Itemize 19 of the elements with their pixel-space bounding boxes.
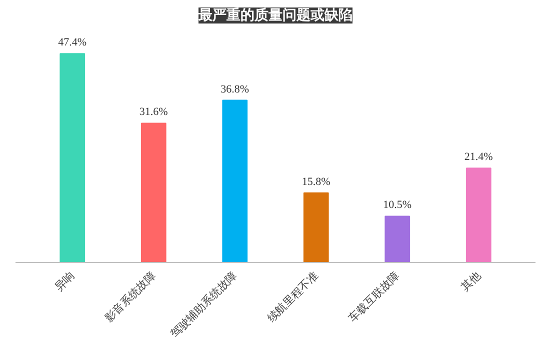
x-tick-label: 其他: [458, 268, 484, 294]
data-label: 15.8%: [302, 176, 330, 188]
x-tick-label: 续航里程不准: [264, 268, 321, 325]
bar: [60, 53, 86, 262]
x-tick-label: 异响: [52, 268, 77, 294]
x-tick-label: 车载互联故障: [346, 268, 402, 325]
data-label: 31.6%: [139, 106, 168, 118]
data-label: 10.5%: [383, 199, 412, 212]
bar: [303, 192, 329, 262]
bar: [222, 100, 248, 262]
bar: [384, 216, 410, 262]
bar: [140, 122, 166, 262]
data-label: 21.4%: [464, 151, 493, 164]
data-label: 36.8%: [220, 83, 250, 96]
x-tick-label: 影音系统故障: [102, 268, 158, 325]
chart-title: 最严重的质量问题或缺陷: [198, 6, 352, 24]
x-tick-label: 驾驶辅助系统故障: [168, 268, 240, 340]
bar: [466, 168, 492, 262]
data-label: 47.4%: [58, 36, 87, 49]
